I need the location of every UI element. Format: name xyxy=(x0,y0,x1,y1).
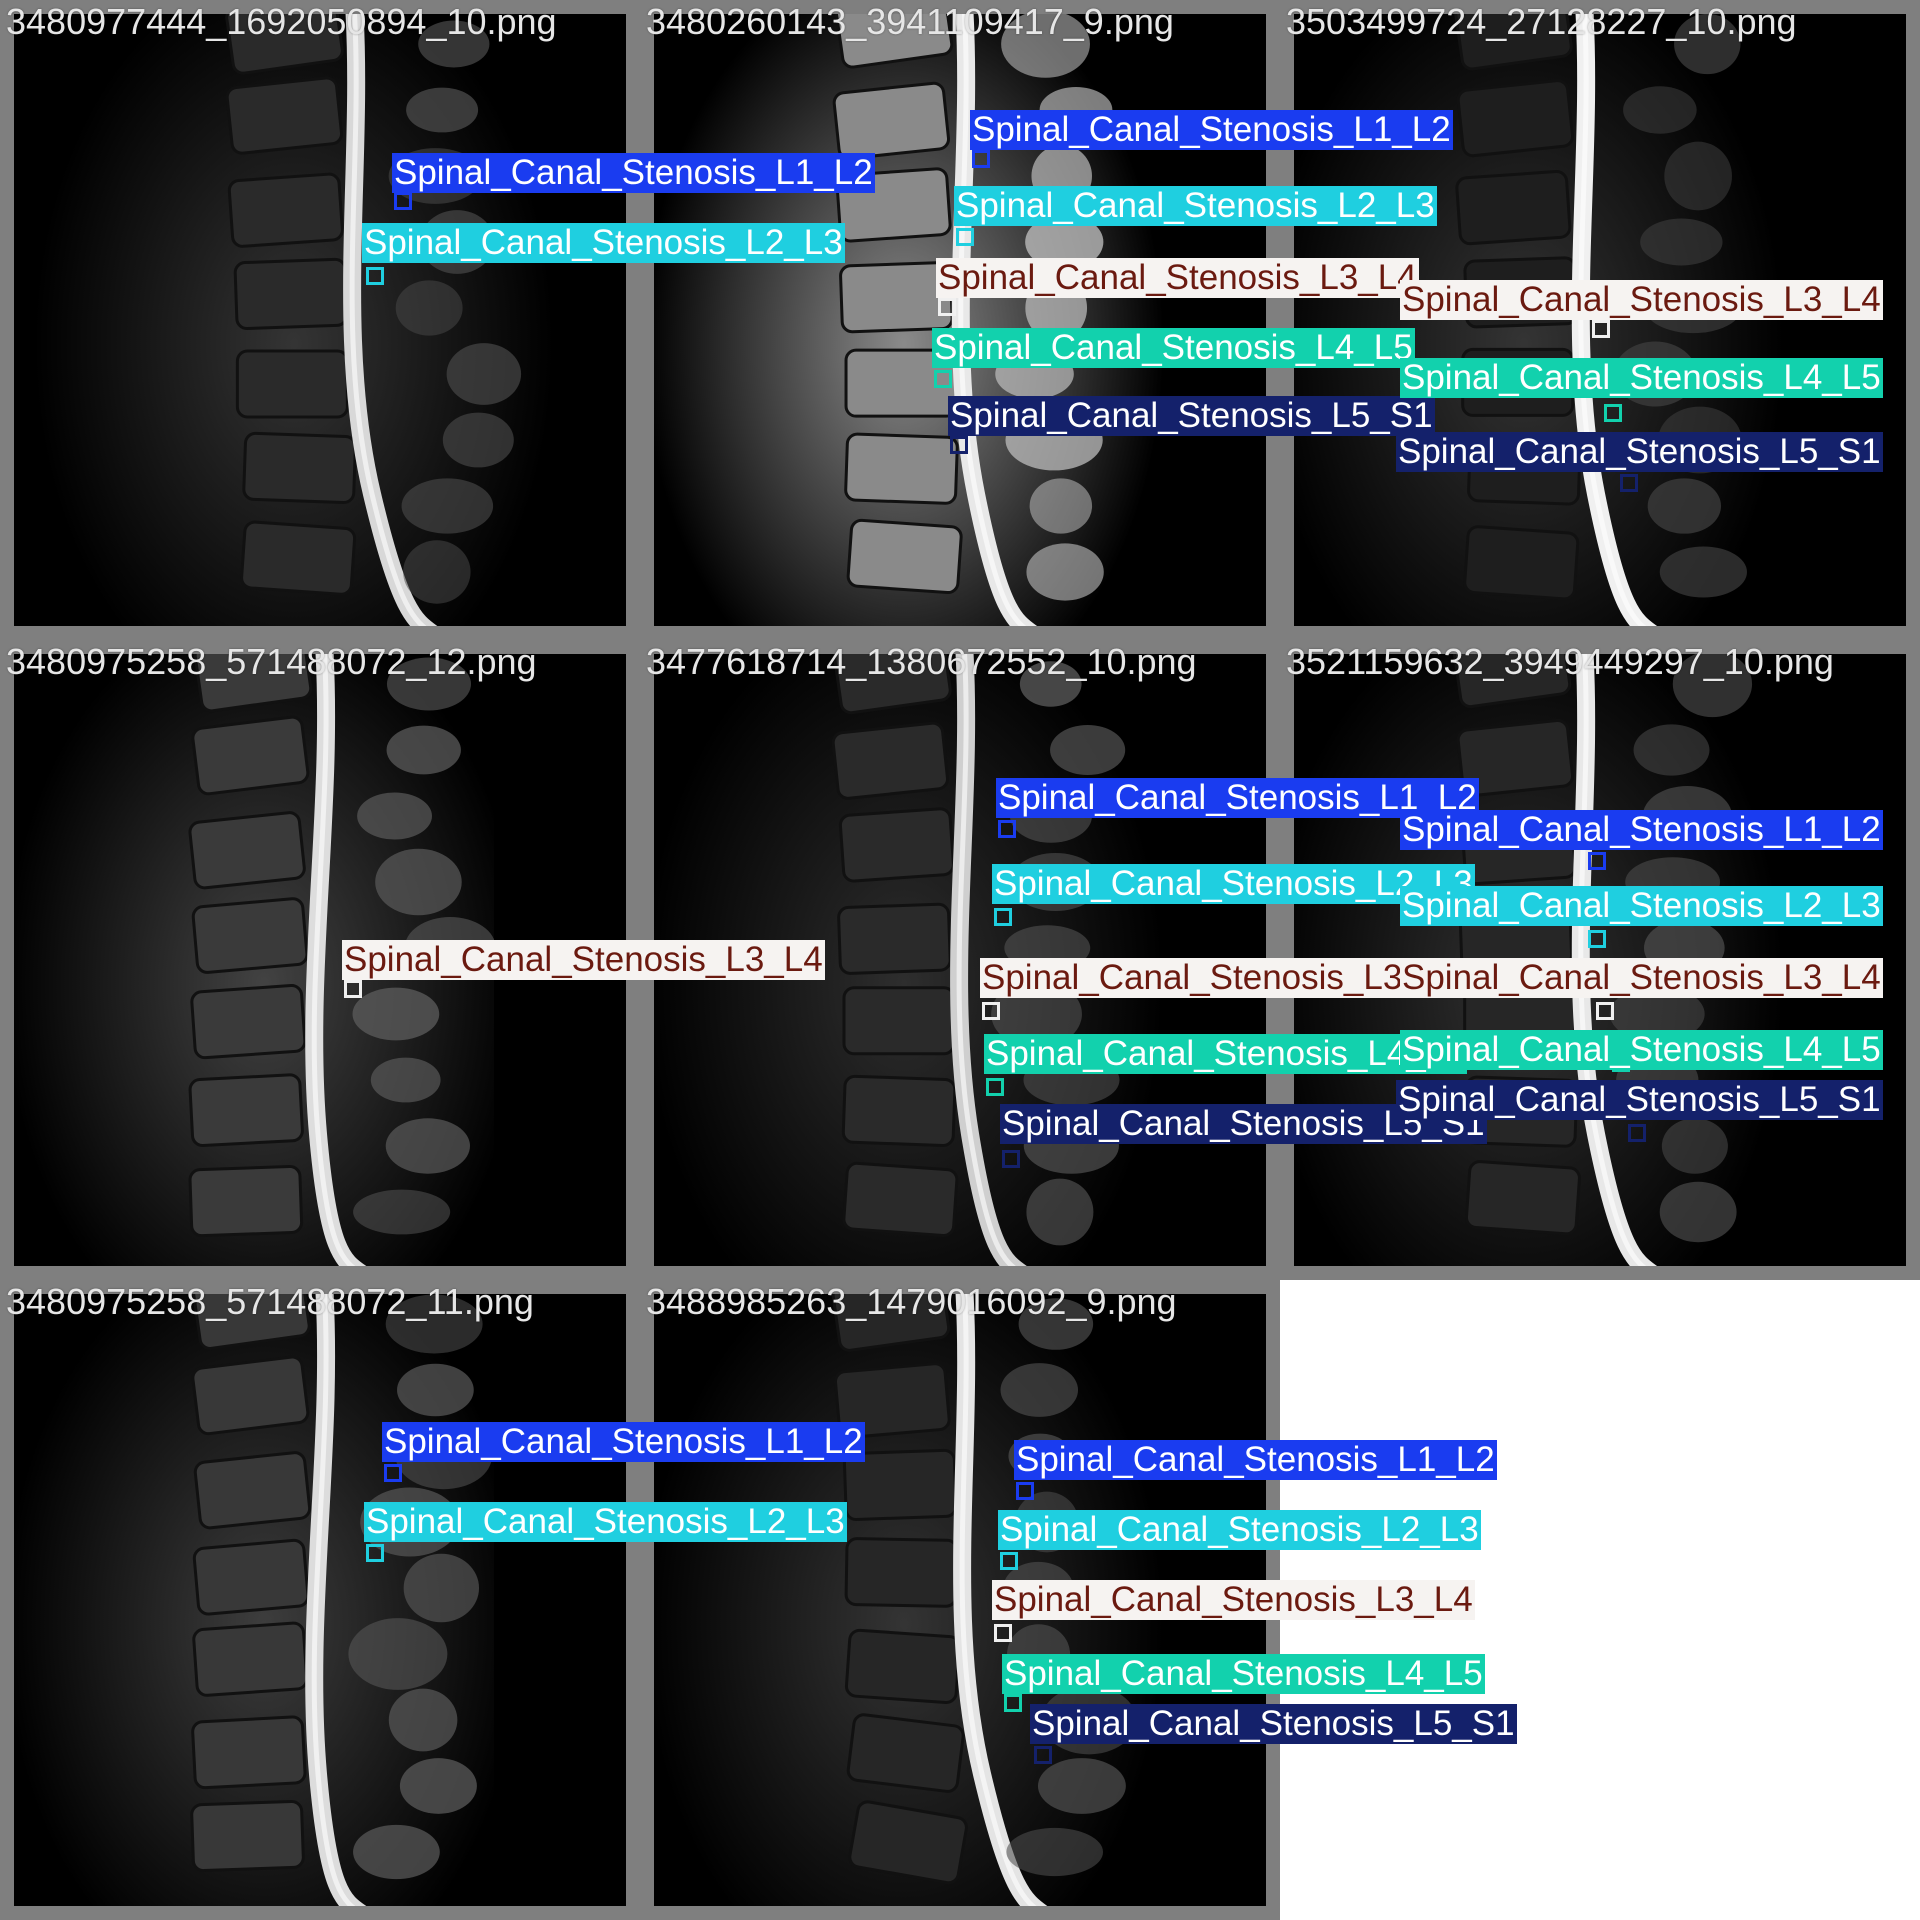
spine-mri-drawing xyxy=(14,654,626,1266)
grid-tile: 3480975258_571488072_11.png xyxy=(0,1280,640,1920)
tile-filename: 3480975258_571488072_11.png xyxy=(6,1281,534,1322)
grid-tile: 3480260143_3941109417_9.png xyxy=(640,0,1280,640)
spine-mri-drawing xyxy=(654,1294,1266,1906)
grid-tile: 3488985263_1479016092_9.png xyxy=(640,1280,1280,1920)
tile-filename: 3488985263_1479016092_9.png xyxy=(646,1281,1177,1322)
spine-mri-drawing xyxy=(1294,14,1906,626)
tile-filename: 3480977444_1692050894_10.png xyxy=(6,1,557,42)
mri-image xyxy=(654,14,1266,626)
mri-image xyxy=(1294,14,1906,626)
grid-tile: 3477618714_1380672552_10.png xyxy=(640,640,1280,1280)
tile-filename: 3477618714_1380672552_10.png xyxy=(646,641,1197,682)
tile-filename: 3503499724_27128227_10.png xyxy=(1286,1,1797,42)
mri-image xyxy=(14,14,626,626)
spine-mri-drawing xyxy=(14,14,626,626)
mri-image xyxy=(654,1294,1266,1906)
grid-tile: 3503499724_27128227_10.png xyxy=(1280,0,1920,640)
grid-tile: 3480977444_1692050894_10.png xyxy=(0,0,640,640)
mri-image xyxy=(14,1294,626,1906)
tile-filename: 3521159632_3949449297_10.png xyxy=(1286,641,1834,682)
spine-mri-drawing xyxy=(1294,654,1906,1266)
mri-image xyxy=(654,654,1266,1266)
spine-mri-drawing xyxy=(654,654,1266,1266)
tile-filename: 3480260143_3941109417_9.png xyxy=(646,1,1174,42)
tile-filename: 3480975258_571488072_12.png xyxy=(6,641,537,682)
grid-tile: 3480975258_571488072_12.png xyxy=(0,640,640,1280)
mri-image xyxy=(1294,654,1906,1266)
empty-grid-cell xyxy=(1280,1280,1920,1920)
grid-tile: 3521159632_3949449297_10.png xyxy=(1280,640,1920,1280)
mri-image xyxy=(14,654,626,1266)
spine-mri-drawing xyxy=(654,14,1266,626)
spine-mri-drawing xyxy=(14,1294,626,1906)
